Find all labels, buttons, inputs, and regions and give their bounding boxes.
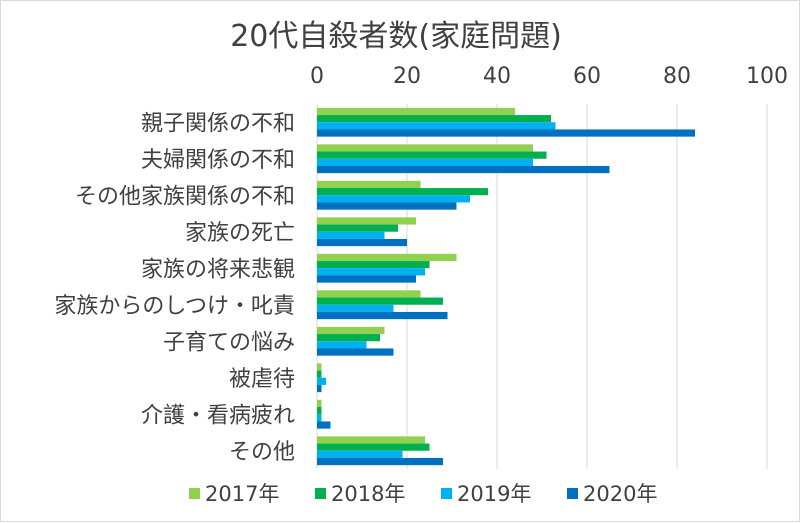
category-label: 家族の死亡 bbox=[185, 221, 295, 246]
x-tick-label: 100 bbox=[746, 64, 788, 89]
bar bbox=[317, 348, 394, 356]
category-label: 介護・看病疲れ bbox=[141, 403, 295, 428]
bar bbox=[317, 407, 322, 415]
bar bbox=[317, 363, 322, 371]
bar bbox=[317, 180, 421, 189]
bar bbox=[317, 384, 322, 393]
bar bbox=[317, 261, 430, 269]
bar bbox=[317, 217, 416, 225]
bar bbox=[317, 188, 488, 196]
bar bbox=[317, 399, 322, 408]
bar bbox=[317, 297, 443, 305]
bar bbox=[317, 450, 403, 458]
category-label: 家族からのしつけ・叱責 bbox=[54, 294, 295, 319]
legend-label: 2019年 bbox=[457, 482, 531, 506]
bar bbox=[317, 268, 425, 276]
bar bbox=[317, 144, 533, 152]
legend-label: 2017年 bbox=[205, 482, 279, 506]
bar bbox=[317, 414, 322, 422]
bar bbox=[317, 224, 398, 232]
bar bbox=[317, 151, 547, 159]
bar bbox=[317, 326, 385, 335]
bar bbox=[317, 195, 470, 203]
bar bbox=[317, 158, 533, 166]
legend-label: 2020年 bbox=[583, 482, 657, 506]
category-label: 被虐待 bbox=[229, 367, 295, 392]
x-tick-label: 60 bbox=[573, 64, 601, 89]
chart-title: 20代自殺者数(家庭問題) bbox=[230, 19, 562, 54]
bar bbox=[317, 202, 457, 210]
bar bbox=[317, 304, 394, 312]
legend-label: 2018年 bbox=[331, 482, 405, 506]
legend-swatch bbox=[189, 488, 200, 499]
bar bbox=[317, 231, 385, 239]
bar bbox=[317, 311, 448, 320]
category-label: 親子関係の不和 bbox=[141, 111, 295, 136]
category-label: その他家族関係の不和 bbox=[75, 184, 295, 209]
bar bbox=[317, 253, 457, 262]
category-label: 家族の将来悲観 bbox=[141, 257, 295, 282]
x-tick-label: 20 bbox=[393, 64, 421, 89]
legend-swatch bbox=[315, 488, 326, 499]
bar bbox=[317, 377, 326, 385]
legend-swatch bbox=[441, 488, 452, 499]
category-label: 子育ての悩み bbox=[163, 330, 295, 355]
bar bbox=[317, 341, 367, 349]
x-tick-label: 40 bbox=[483, 64, 511, 89]
bar bbox=[317, 334, 380, 342]
bar bbox=[317, 421, 331, 429]
x-tick-label: 80 bbox=[663, 64, 691, 89]
bar bbox=[317, 457, 443, 466]
legend-swatch bbox=[567, 488, 578, 499]
bar bbox=[317, 370, 322, 378]
bar bbox=[317, 129, 695, 137]
bar bbox=[317, 443, 430, 451]
bar bbox=[317, 436, 425, 444]
bar bbox=[317, 238, 407, 247]
bar bbox=[317, 122, 556, 130]
category-label: その他 bbox=[229, 440, 295, 465]
bar bbox=[317, 107, 515, 116]
bar bbox=[317, 165, 610, 174]
bar bbox=[317, 115, 551, 123]
x-tick-label: 0 bbox=[310, 64, 324, 89]
bar bbox=[317, 290, 421, 298]
bar bbox=[317, 275, 416, 283]
category-label: 夫婦関係の不和 bbox=[141, 148, 295, 173]
